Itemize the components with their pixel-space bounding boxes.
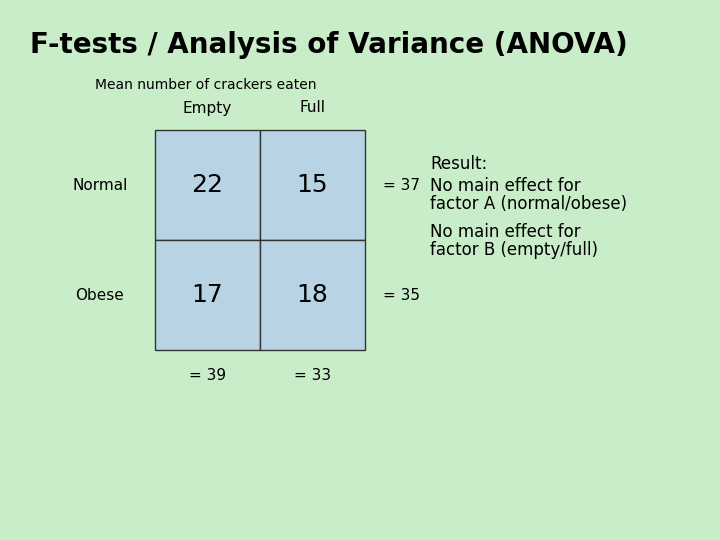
Bar: [260, 240, 365, 350]
Text: Mean number of crackers eaten: Mean number of crackers eaten: [95, 78, 317, 92]
Bar: [155, 130, 260, 240]
Bar: [260, 130, 365, 240]
Text: Result:: Result:: [430, 155, 487, 173]
Text: 22: 22: [192, 173, 223, 197]
Bar: [155, 240, 260, 350]
Text: = 37: = 37: [383, 178, 420, 192]
Text: Full: Full: [300, 100, 325, 116]
Text: 17: 17: [192, 283, 223, 307]
Text: Empty: Empty: [183, 100, 232, 116]
Text: = 39: = 39: [189, 368, 226, 382]
Text: No main effect for: No main effect for: [430, 223, 580, 241]
Text: F-tests / Analysis of Variance (ANOVA): F-tests / Analysis of Variance (ANOVA): [30, 31, 628, 59]
Text: factor A (normal/obese): factor A (normal/obese): [430, 195, 627, 213]
Text: Obese: Obese: [76, 287, 125, 302]
Text: = 35: = 35: [383, 287, 420, 302]
Text: Normal: Normal: [72, 178, 127, 192]
Text: = 33: = 33: [294, 368, 331, 382]
Text: factor B (empty/full): factor B (empty/full): [430, 241, 598, 259]
Text: 18: 18: [297, 283, 328, 307]
Text: No main effect for: No main effect for: [430, 177, 580, 195]
Text: 15: 15: [297, 173, 328, 197]
